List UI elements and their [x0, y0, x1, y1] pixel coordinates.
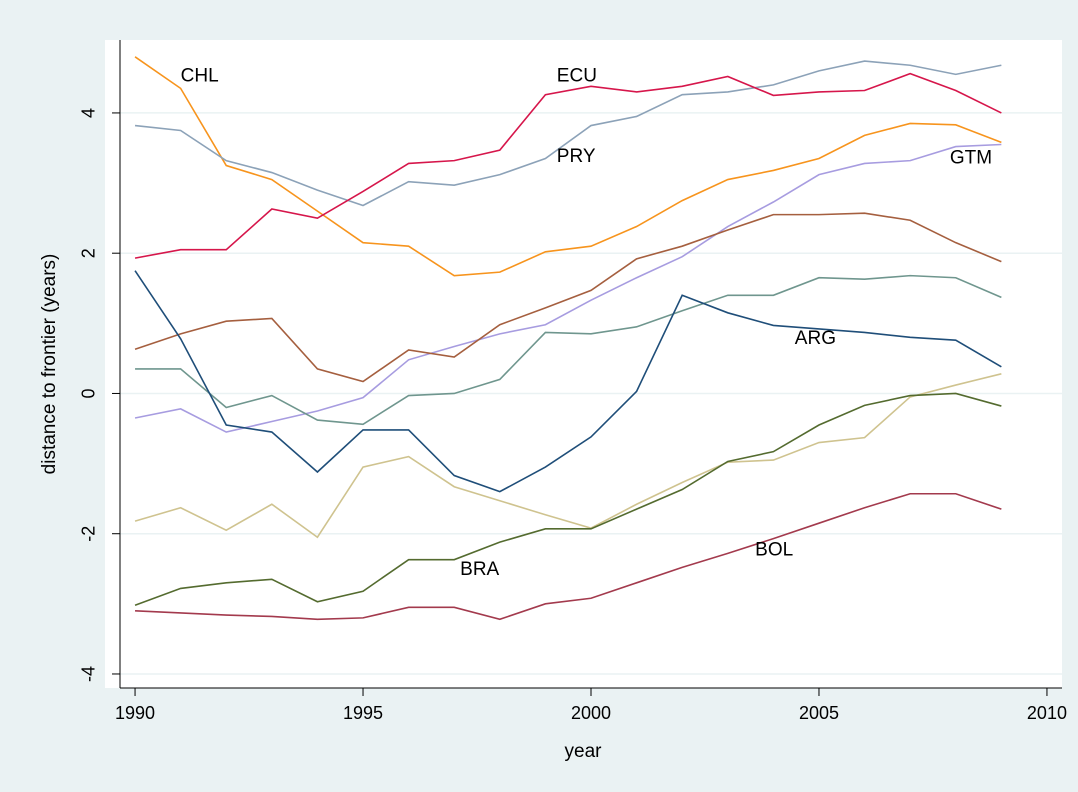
series-line — [135, 274, 1002, 426]
x-axis-label: year — [565, 741, 603, 762]
x-tick-label: 2000 — [571, 703, 611, 723]
annotation: CHL — [181, 65, 219, 86]
y-tick-label: 2 — [79, 248, 99, 258]
series-line — [135, 492, 1002, 621]
series-line — [134, 60, 1002, 207]
annotation: ECU — [557, 65, 597, 86]
series-line — [134, 143, 1002, 433]
annotation: BOL — [755, 540, 793, 561]
x-tick-label: 1995 — [343, 703, 383, 723]
annotation: BRA — [460, 559, 499, 580]
annotation: PRY — [557, 146, 596, 167]
y-tick-label: -4 — [79, 666, 99, 682]
y-tick-label: 4 — [79, 108, 99, 118]
y-tick-label: -2 — [79, 526, 99, 542]
series-line — [134, 72, 1002, 259]
y-tick-label: 0 — [79, 388, 99, 398]
series-line — [134, 212, 1002, 383]
x-tick-label: 2005 — [799, 703, 839, 723]
x-tick-label: 2010 — [1027, 703, 1067, 723]
series-line — [134, 373, 1002, 539]
series-line — [134, 270, 1002, 493]
series-line — [134, 392, 1002, 606]
x-tick-label: 1990 — [115, 703, 155, 723]
y-axis-label: distance to frontier (years) — [39, 254, 60, 475]
plot-area — [105, 40, 1062, 688]
annotation: GTM — [950, 148, 992, 169]
series-line — [134, 56, 1002, 277]
annotation: ARG — [795, 328, 836, 349]
